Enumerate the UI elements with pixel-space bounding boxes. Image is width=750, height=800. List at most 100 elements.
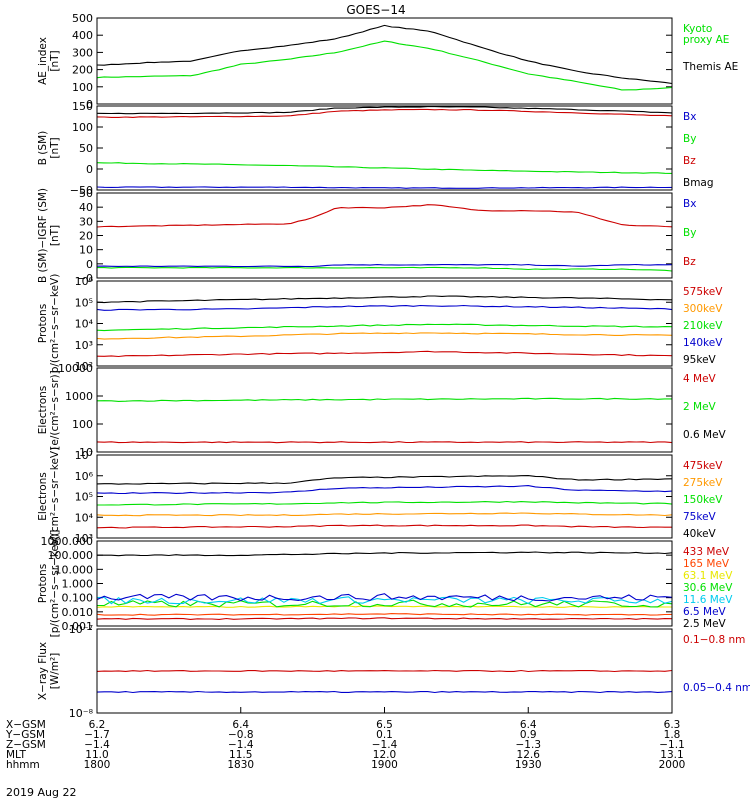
series-line bbox=[97, 500, 673, 506]
y-tick-label: 50 bbox=[79, 142, 93, 155]
x-row-label: Y−GSM bbox=[5, 729, 45, 741]
x-row-value: 1800 bbox=[84, 759, 111, 771]
legend-entry: 150keV bbox=[683, 494, 723, 506]
series-line bbox=[96, 332, 673, 340]
y-axis-label: Electrons bbox=[37, 386, 49, 435]
panel-3: 10² 10³ 10⁴ 10⁵ 10⁶ Protons p/(cm²−s−sr−keV) 57… bbox=[37, 274, 723, 374]
y-axis-label: B (SM) bbox=[37, 131, 49, 165]
series-line bbox=[96, 162, 673, 174]
y-tick-label: 30 bbox=[79, 215, 93, 228]
date-label: 2019 Aug 22 bbox=[6, 786, 76, 799]
legend-entry: 30.6 MeV bbox=[683, 582, 733, 594]
x-row-value: 1.8 bbox=[664, 729, 681, 741]
x-row-value: 1900 bbox=[371, 759, 398, 771]
y-tick-label: 1.000 bbox=[62, 578, 94, 591]
legend-entry: 0.05−0.4 nm bbox=[683, 682, 750, 694]
x-row-label: hhmm bbox=[6, 759, 40, 771]
legend-entry: Bx bbox=[683, 111, 696, 123]
legend-entry: 63.1 MeV bbox=[683, 570, 733, 582]
y-tick-label: 1000 bbox=[65, 390, 93, 403]
panel-frame bbox=[96, 367, 673, 453]
y-tick-label: 10⁴ bbox=[75, 318, 94, 331]
x-row-value: 1930 bbox=[515, 759, 542, 771]
series-line bbox=[96, 24, 673, 85]
x-row-value: 6.2 bbox=[89, 719, 106, 731]
y-tick-label: 0.010 bbox=[62, 606, 94, 619]
panel-frame bbox=[96, 540, 673, 627]
y-tick-label: 10⁶ bbox=[75, 275, 94, 288]
y-tick-label: −50 bbox=[70, 184, 93, 197]
x-row-value: −1.3 bbox=[516, 739, 542, 751]
y-tick-label: 10 bbox=[79, 446, 93, 459]
panel-frame bbox=[96, 454, 673, 539]
y-tick-label: 400 bbox=[72, 29, 93, 42]
y-tick-label: 10² bbox=[75, 360, 93, 373]
y-tick-label: 1000.000 bbox=[41, 535, 94, 548]
y-axis-label: [nT] bbox=[49, 225, 61, 246]
y-tick-label: −0 bbox=[77, 272, 93, 285]
y-tick-label: 300 bbox=[72, 46, 93, 59]
y-tick-label: 10 bbox=[79, 244, 93, 257]
y-tick-label: 10000 bbox=[58, 362, 93, 375]
legend-entry: Bmag bbox=[683, 177, 714, 189]
series-line bbox=[96, 186, 673, 189]
x-row-label: Z−GSM bbox=[6, 739, 46, 751]
y-tick-label: 20 bbox=[79, 230, 93, 243]
y-tick-label: 0 bbox=[86, 98, 93, 111]
series-line bbox=[96, 690, 673, 694]
panel-frame bbox=[96, 105, 673, 191]
legend-entry: 11.6 MeV bbox=[683, 594, 733, 606]
legend-entry: Bz bbox=[683, 155, 696, 167]
panel-frame bbox=[96, 192, 673, 279]
y-tick-label: 10⁵ bbox=[75, 296, 93, 309]
legend-entry: 0.6 MeV bbox=[683, 429, 727, 441]
x-row-value: 0.9 bbox=[520, 729, 537, 741]
y-tick-label: 10⁷ bbox=[75, 449, 93, 462]
y-tick-label: 100 bbox=[72, 418, 93, 431]
legend-entry: 4 MeV bbox=[683, 373, 717, 385]
y-axis-label: [p/(cm²−s−sr−keV)] bbox=[49, 530, 61, 638]
y-axis-label: p/(cm²−s−sr−keV) bbox=[49, 274, 61, 374]
x-row-value: 12.6 bbox=[517, 749, 541, 761]
x-row-value: 6.4 bbox=[520, 719, 537, 731]
y-tick-label: 10⁻⁷ bbox=[69, 623, 93, 636]
series-line bbox=[96, 441, 673, 444]
x-row-value: 1830 bbox=[227, 759, 254, 771]
legend-entry: 575keV bbox=[683, 286, 723, 298]
y-tick-label: 0.100 bbox=[62, 592, 94, 605]
y-axis-label: B (SM)−IGRF (SM) bbox=[37, 188, 49, 283]
series-line bbox=[96, 596, 673, 605]
legend-entry: Themis AE bbox=[682, 61, 738, 73]
y-tick-label: 10⁴ bbox=[75, 511, 94, 524]
legend-entry: Kyoto bbox=[683, 23, 712, 35]
x-row-value: 2000 bbox=[659, 759, 686, 771]
series-line bbox=[96, 323, 673, 332]
x-row-value: −1.7 bbox=[84, 729, 110, 741]
y-axis-label: Protons bbox=[37, 564, 49, 603]
y-axis-label: X−ray Flux bbox=[37, 642, 49, 700]
legend-entry: 210keV bbox=[683, 320, 723, 332]
y-tick-label: 100.000 bbox=[48, 549, 94, 562]
y-tick-label: 0 bbox=[86, 163, 93, 176]
series-line bbox=[97, 551, 673, 557]
series-line bbox=[96, 108, 673, 118]
series-line bbox=[96, 669, 673, 673]
x-row-value: 12.0 bbox=[373, 749, 396, 761]
series-line bbox=[96, 617, 673, 620]
series-line bbox=[96, 295, 673, 304]
y-axis-label: Protons bbox=[37, 304, 49, 343]
x-row-value: 6.5 bbox=[376, 719, 393, 731]
y-tick-label: 10³ bbox=[75, 339, 93, 352]
panel-7: 10⁻⁸ 10⁻⁷ X−ray Flux [W/m²] 0.1−0.8 nm 0.05−0… bbox=[37, 623, 750, 720]
series-line bbox=[96, 106, 673, 115]
legend-entry: 275keV bbox=[683, 477, 723, 489]
x-row-value: 13.1 bbox=[660, 749, 683, 761]
legend-entry: 95keV bbox=[683, 354, 717, 366]
x-row-value: −0.8 bbox=[228, 729, 254, 741]
y-axis-label: [e/(cm²−s−sr)] bbox=[49, 370, 61, 449]
x-row-value: −1.4 bbox=[228, 739, 254, 751]
panel-frame bbox=[96, 17, 673, 105]
